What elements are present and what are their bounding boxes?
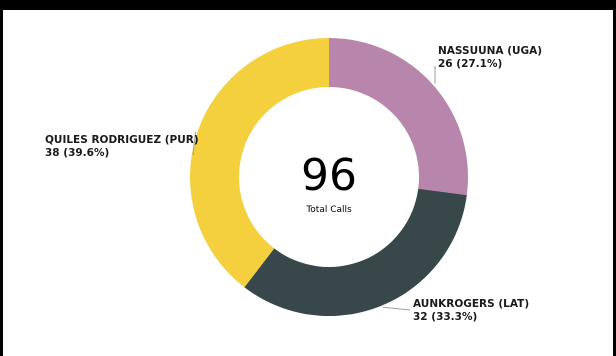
- chart-frame: NASSUUNA (UGA) 26 (27.1%) AUNKROGERS (LAT)…: [0, 10, 616, 356]
- slice-value-nassuuna-uga: 26 (27.1%): [438, 58, 502, 70]
- slice-quiles-rodriguez-pur[interactable]: [189, 37, 329, 288]
- slice-labels: NASSUUNA (UGA)26 (27.1%) AUNKROGERS (LAT)…: [45, 45, 542, 323]
- leader-line-aunkrogers-lat: [382, 306, 411, 311]
- slice-nassuuna-uga[interactable]: [329, 38, 468, 196]
- slice-label-nassuuna-uga: NASSUUNA (UGA): [438, 45, 542, 57]
- donut-chart: NASSUUNA (UGA)26 (27.1%) AUNKROGERS (LAT)…: [45, 37, 542, 323]
- slice-aunkrogers-lat[interactable]: [244, 188, 467, 316]
- total-value: 96: [301, 150, 357, 201]
- slice-label-aunkrogers-lat: AUNKROGERS (LAT): [413, 298, 529, 310]
- slice-value-aunkrogers-lat: 32 (33.3%): [413, 311, 477, 323]
- slice-label-quiles-rodriguez-pur: QUILES RODRIGUEZ (PUR): [45, 134, 199, 146]
- total-caption: Total Calls: [305, 205, 352, 215]
- donut-slices: [189, 37, 468, 316]
- leader-line-quiles-rodriguez-pur: [192, 131, 196, 156]
- slice-value-quiles-rodriguez-pur: 38 (39.6%): [45, 147, 109, 159]
